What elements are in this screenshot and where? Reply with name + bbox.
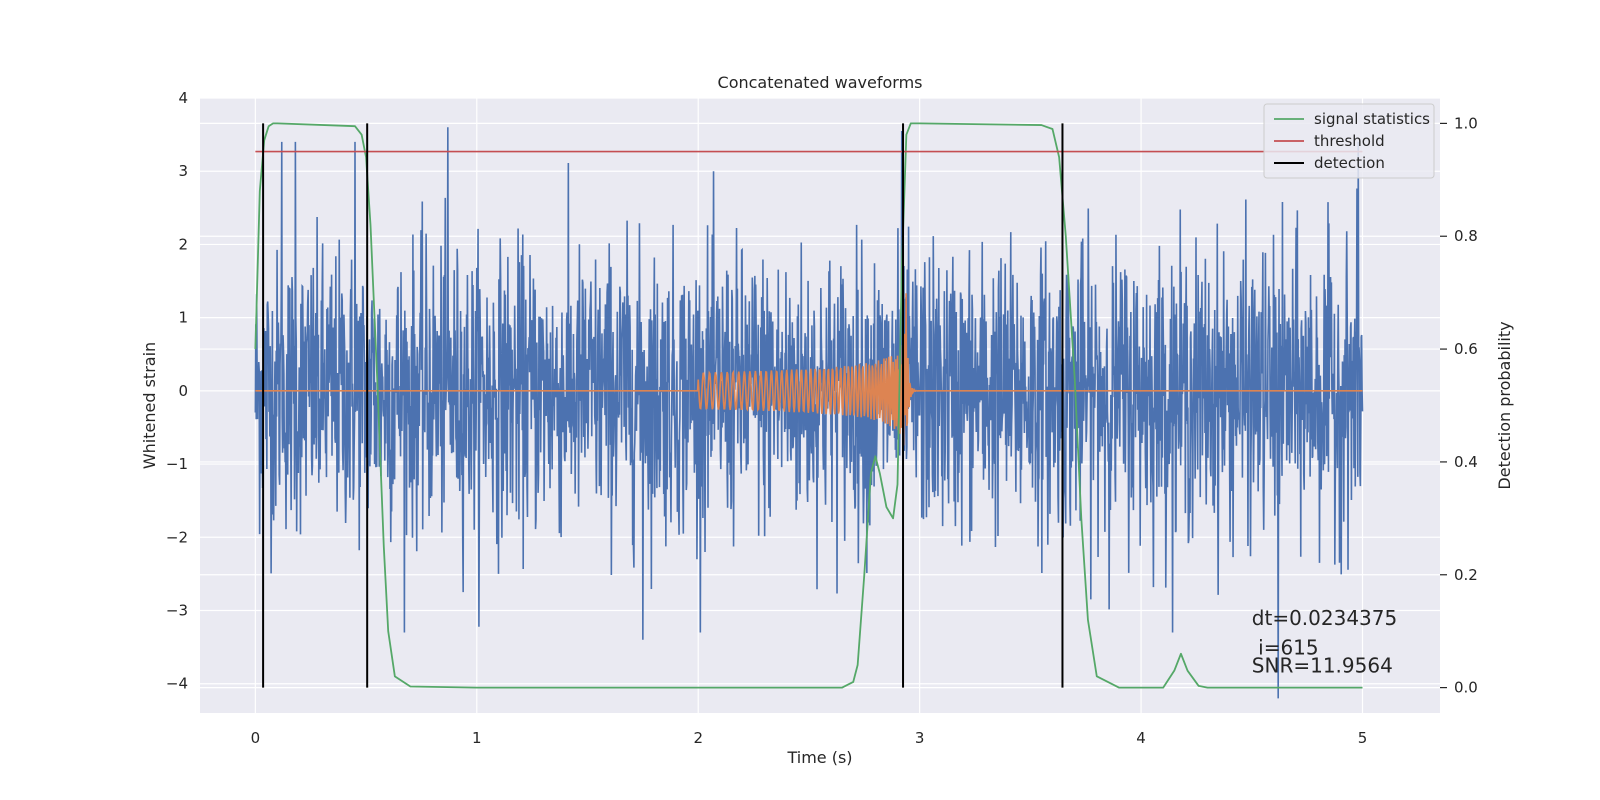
series-signal-statistics <box>254 122 1363 689</box>
annotation-snr: SNR=11.9564 <box>1252 654 1393 678</box>
y-tick-label: −1 <box>166 455 188 473</box>
annotation-dt: dt=0.0234375 <box>1252 606 1397 630</box>
y-axis-label: Whitened strain <box>140 342 159 469</box>
y2-tick-label: 0.8 <box>1454 227 1478 245</box>
annotation-index: i=615 <box>1252 635 1319 659</box>
y-tick-label: −3 <box>166 602 188 620</box>
y2-tick-label: 0.0 <box>1454 679 1478 697</box>
x-tick-label: 5 <box>1358 729 1368 747</box>
x-tick-label: 1 <box>472 729 482 747</box>
x-axis-label: Time (s) <box>786 748 852 767</box>
y-tick-label: 3 <box>178 162 188 180</box>
legend-label-threshold: threshold <box>1314 132 1385 150</box>
y-tick-label: 1 <box>178 309 188 327</box>
y-tick-label: −4 <box>166 675 188 693</box>
y-tick-label: 0 <box>178 382 188 400</box>
x-tick-label: 3 <box>915 729 925 747</box>
y-tick-label: 4 <box>178 89 188 107</box>
legend-label-detection: detection <box>1314 154 1385 172</box>
y-axis-ticks: −4 −3 −2 −1 0 1 2 3 4 <box>166 89 188 693</box>
x-tick-label: 0 <box>251 729 261 747</box>
x-tick-label: 4 <box>1136 729 1146 747</box>
y2-tick-label: 0.2 <box>1454 566 1478 584</box>
chart-title: Concatenated waveforms <box>718 73 923 92</box>
series-layer <box>254 122 1364 699</box>
y2-tick-label: 1.0 <box>1454 114 1478 132</box>
y2-axis-label: Detection probability <box>1495 321 1514 489</box>
y-tick-label: −2 <box>166 528 188 546</box>
x-axis-ticks: 0 1 2 3 4 5 <box>251 729 1368 747</box>
series-template-chirp <box>255 293 1363 446</box>
x-tick-label: 2 <box>693 729 703 747</box>
legend: signal statistics threshold detection <box>1263 103 1435 179</box>
y-tick-label: 2 <box>178 235 188 253</box>
y2-tick-label: 0.4 <box>1454 453 1478 471</box>
y2-axis-ticks: 0.0 0.2 0.4 0.6 0.8 1.0 <box>1440 114 1478 697</box>
legend-label-signal-statistics: signal statistics <box>1314 110 1430 128</box>
legend-box <box>1263 103 1435 179</box>
y2-tick-label: 0.6 <box>1454 340 1478 358</box>
